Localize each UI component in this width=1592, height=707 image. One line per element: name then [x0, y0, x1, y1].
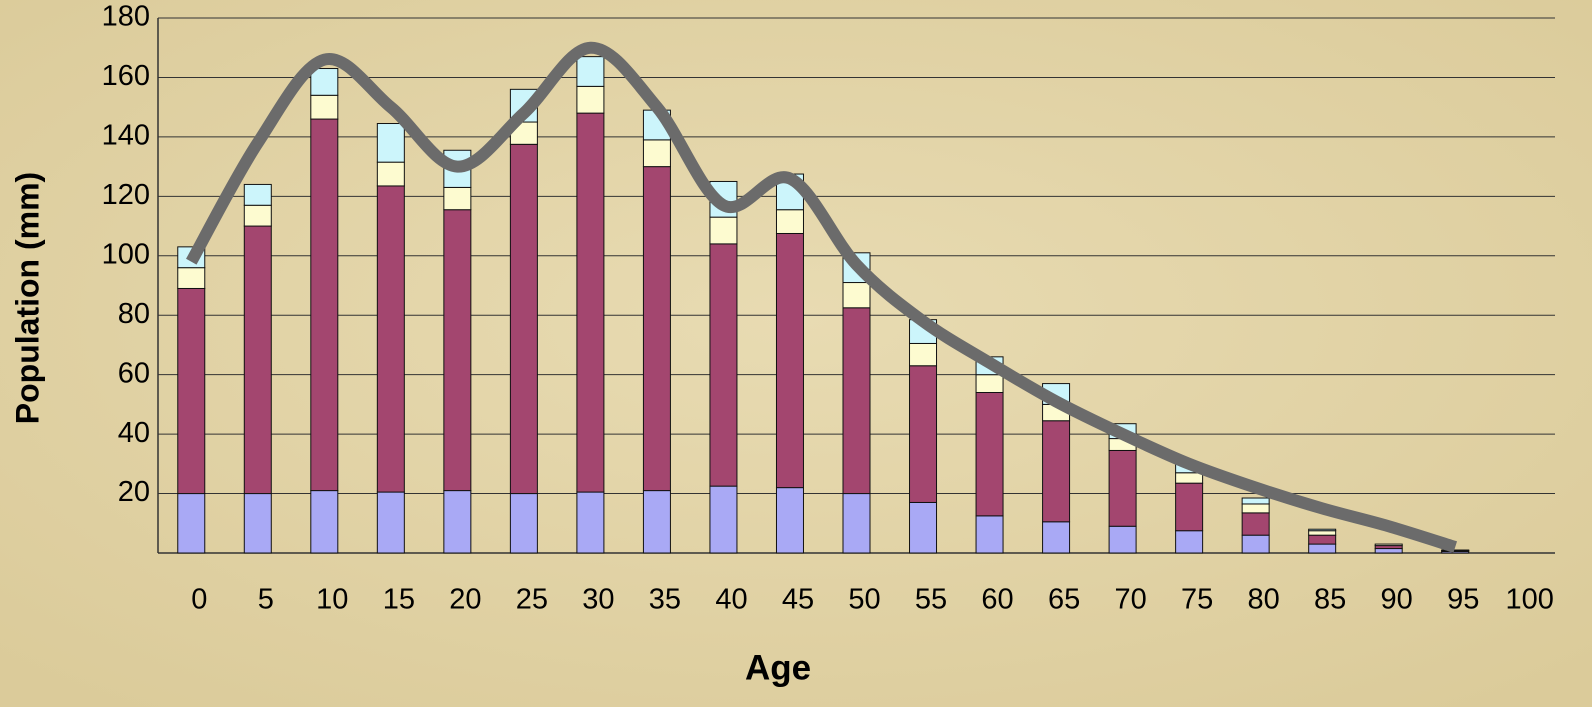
bar-segment: [975, 392, 1004, 517]
x-tick-label: 100: [1506, 584, 1554, 616]
x-tick-label: 30: [582, 584, 614, 616]
bar-segment: [243, 183, 272, 206]
bar-segment: [376, 123, 405, 163]
x-tick-label: 65: [1048, 584, 1080, 616]
x-tick-label: 15: [383, 584, 415, 616]
bar-segment: [376, 161, 405, 187]
bar-segment: [576, 85, 605, 114]
x-tick-label: 80: [1248, 584, 1280, 616]
x-tick-label: 75: [1181, 584, 1213, 616]
bar-segment: [443, 209, 472, 492]
bar-segment: [376, 185, 405, 493]
bar-segment: [1042, 420, 1071, 523]
x-tick-label: 60: [981, 584, 1013, 616]
bar-segment: [909, 365, 938, 503]
bar-segment: [842, 307, 871, 495]
bar-segment: [443, 490, 472, 554]
x-tick-label: 90: [1381, 584, 1413, 616]
bar-segment: [775, 209, 804, 234]
bar-segment: [1308, 534, 1337, 545]
x-tick-label: 20: [449, 584, 481, 616]
bar-segment: [1374, 543, 1403, 547]
x-tick-label: 35: [649, 584, 681, 616]
x-tick-label: 70: [1114, 584, 1146, 616]
bar-segment: [1175, 472, 1204, 484]
bar-segment: [775, 232, 804, 489]
y-axis-title: Population (mm): [9, 172, 45, 424]
y-tick-label: 180: [102, 1, 150, 33]
bar-segment: [1241, 503, 1270, 514]
bar-segment: [1108, 525, 1137, 554]
y-tick-label: 140: [102, 120, 150, 152]
x-tick-label: 0: [191, 584, 207, 616]
bar-segment: [243, 225, 272, 495]
bar-segment: [909, 342, 938, 367]
bar-segment: [177, 267, 206, 289]
x-tick-label: 45: [782, 584, 814, 616]
bar-segment: [310, 118, 339, 492]
bar-segment: [243, 493, 272, 554]
x-tick-label: 5: [258, 584, 274, 616]
bar-segment: [509, 493, 538, 554]
y-tick-label: 100: [102, 238, 150, 270]
bar-segment: [1241, 512, 1270, 536]
bar-segment: [310, 68, 339, 96]
bar-segment: [1308, 543, 1337, 554]
x-tick-label: 40: [715, 584, 747, 616]
bar-segment: [1108, 449, 1137, 527]
x-tick-label: 10: [316, 584, 348, 616]
x-axis-title: Age: [745, 648, 811, 687]
bar-segment: [310, 94, 339, 120]
bar-segment: [709, 485, 738, 554]
bar-segment: [576, 56, 605, 87]
bar-segment: [909, 501, 938, 554]
bar-segment: [842, 493, 871, 554]
bar-segment: [177, 493, 206, 554]
y-tick-label: 120: [102, 179, 150, 211]
bar-segment: [1175, 530, 1204, 554]
bar-segment: [709, 216, 738, 245]
y-tick-label: 160: [102, 60, 150, 92]
bar-segment: [1241, 497, 1270, 505]
bar-segment: [709, 243, 738, 487]
x-tick-label: 25: [516, 584, 548, 616]
bar-segment: [1241, 534, 1270, 554]
bar-segment: [376, 491, 405, 554]
bar-segment: [642, 490, 671, 554]
bar-segment: [310, 490, 339, 554]
bar-segment: [642, 166, 671, 492]
bar-segment: [177, 287, 206, 495]
bar-segment: [576, 491, 605, 554]
y-tick-label: 60: [118, 357, 150, 389]
bar-segment: [975, 374, 1004, 393]
bar-segment: [443, 186, 472, 211]
y-tick-label: 40: [118, 417, 150, 449]
bar-segment: [642, 139, 671, 168]
y-tick-label: 20: [118, 476, 150, 508]
bar-segment: [1175, 482, 1204, 532]
bar-segment: [243, 204, 272, 227]
bar-segment: [1308, 528, 1337, 532]
bar-segment: [509, 143, 538, 495]
x-tick-label: 85: [1314, 584, 1346, 616]
x-tick-label: 95: [1447, 584, 1479, 616]
x-tick-label: 50: [848, 584, 880, 616]
bar-segment: [1042, 521, 1071, 554]
bar-segment: [842, 282, 871, 309]
bar-segment: [576, 112, 605, 493]
bar-segment: [1374, 548, 1403, 554]
bar-segment: [1308, 530, 1337, 536]
bar-segment: [975, 515, 1004, 554]
x-tick-label: 55: [915, 584, 947, 616]
trend-line: [186, 41, 1458, 553]
bar-segment: [775, 487, 804, 554]
y-tick-label: 80: [118, 298, 150, 330]
